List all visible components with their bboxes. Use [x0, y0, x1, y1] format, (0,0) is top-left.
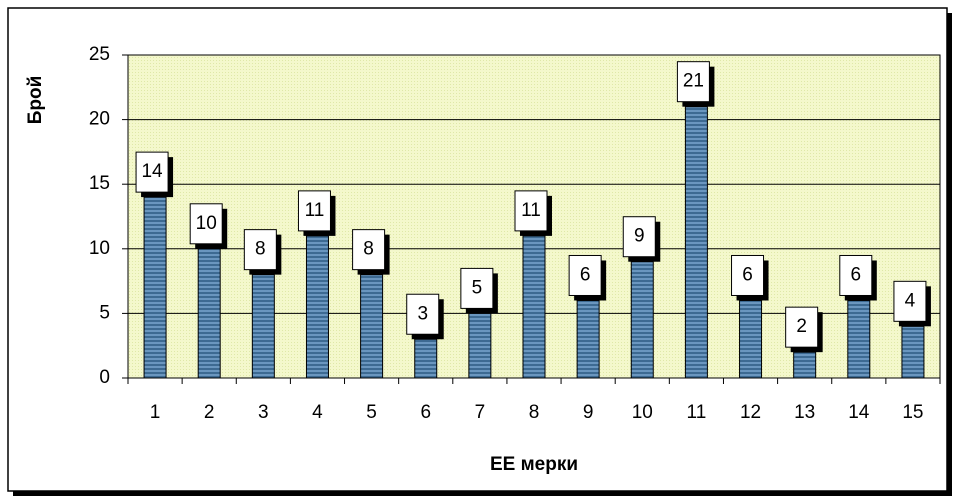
label-box	[189, 203, 223, 245]
data-label: 6	[851, 264, 862, 285]
label-box	[622, 216, 656, 258]
data-label: 6	[580, 264, 591, 285]
data-label: 21	[683, 71, 704, 92]
x-tick-label: 14	[848, 402, 870, 423]
bar	[414, 338, 438, 379]
label-box	[839, 254, 873, 296]
label-box	[893, 280, 927, 322]
x-tick-label: 1	[150, 402, 161, 423]
label-box	[731, 254, 765, 296]
bar	[684, 106, 708, 379]
y-tick-label: 10	[89, 238, 110, 259]
data-label: 4	[905, 290, 916, 311]
bar	[251, 274, 275, 379]
y-axis-label: Брой	[25, 76, 46, 125]
label-box	[297, 190, 331, 232]
x-tick-label: 15	[902, 402, 923, 423]
x-tick-label: 3	[258, 402, 269, 423]
data-label: 8	[255, 239, 266, 260]
label-box	[460, 267, 494, 309]
data-label: 8	[363, 239, 374, 260]
x-tick-label: 12	[740, 402, 761, 423]
data-label: 2	[796, 316, 807, 337]
x-tick-label: 4	[312, 402, 323, 423]
bar	[739, 299, 763, 379]
bar	[522, 235, 546, 379]
label-box	[514, 190, 548, 232]
x-tick-label: 2	[204, 402, 215, 423]
label-box	[676, 61, 710, 103]
data-label: 11	[305, 200, 325, 221]
data-label: 6	[742, 264, 753, 285]
bar	[360, 274, 384, 379]
data-label: 9	[634, 226, 645, 247]
x-tick-label: 13	[794, 402, 815, 423]
bar	[576, 299, 600, 379]
bar	[305, 235, 329, 379]
bar	[847, 299, 871, 379]
data-label: 14	[141, 161, 163, 182]
x-tick-label: 11	[687, 402, 707, 423]
y-tick-label: 25	[89, 44, 110, 65]
x-tick-label: 6	[420, 402, 431, 423]
bar	[793, 351, 817, 379]
y-tick-label: 15	[89, 173, 110, 194]
x-tick-label: 8	[529, 402, 540, 423]
bar	[901, 325, 925, 379]
bar	[197, 248, 221, 379]
x-tick-label: 7	[475, 402, 486, 423]
x-tick-label: 10	[632, 402, 653, 423]
data-label: 5	[472, 277, 483, 298]
label-box	[352, 229, 386, 271]
bar	[143, 196, 167, 379]
y-tick-label: 20	[89, 109, 110, 130]
x-tick-label: 5	[366, 402, 377, 423]
label-box	[243, 229, 277, 271]
y-tick-label: 5	[99, 302, 110, 323]
x-axis-label: ЕЕ мерки	[490, 454, 578, 475]
label-box	[785, 306, 819, 348]
bar	[630, 261, 654, 379]
data-label: 10	[196, 213, 217, 234]
x-tick-label: 9	[583, 402, 594, 423]
data-label: 11	[521, 200, 541, 221]
data-label: 3	[417, 303, 428, 324]
label-box	[568, 254, 602, 296]
y-tick-label: 0	[99, 367, 110, 388]
bar	[468, 312, 492, 379]
label-box	[135, 151, 169, 193]
label-box	[406, 293, 440, 335]
